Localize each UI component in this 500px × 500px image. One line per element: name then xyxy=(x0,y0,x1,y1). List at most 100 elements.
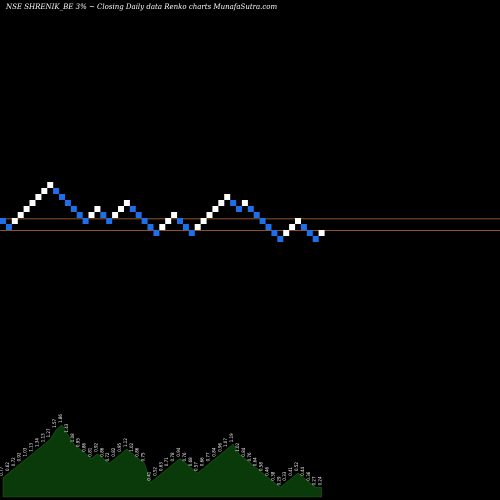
brick-up xyxy=(289,224,296,230)
volume-label: 0.66 xyxy=(200,457,205,466)
brick-up xyxy=(218,200,225,206)
volume-label: 0.63 xyxy=(158,462,163,471)
volume-label: 0.29 xyxy=(276,476,281,485)
volume-label: 0.57 xyxy=(194,462,199,471)
brick-up xyxy=(194,224,201,230)
brick-down xyxy=(300,224,307,230)
volume-label: 0.92 xyxy=(93,442,98,451)
brick-up xyxy=(224,194,231,200)
volume-label: 1.43 xyxy=(64,423,69,432)
volume-label: 0.62 xyxy=(5,462,10,471)
volume-label: 0.95 xyxy=(117,442,122,451)
volume-label: 0.64 xyxy=(253,457,258,466)
volume-label: 1.02 xyxy=(235,442,240,451)
brick-up xyxy=(295,218,301,224)
volume-label: 0.52 xyxy=(294,462,299,471)
volume-label: 0.68 xyxy=(188,457,193,466)
volume-label: 0.27 xyxy=(312,476,317,485)
volume-label: 0.86 xyxy=(99,447,104,456)
volume-label: 0.76 xyxy=(182,452,187,461)
volume-label: 0.41 xyxy=(288,466,293,475)
brick-up xyxy=(159,224,166,230)
volume-label: 0.71 xyxy=(164,457,169,466)
brick-down xyxy=(76,212,83,218)
brick-up xyxy=(88,212,95,218)
volume-label: 1.07 xyxy=(223,438,228,447)
brick-down xyxy=(100,212,107,218)
brick-down xyxy=(106,218,113,224)
brick-up xyxy=(35,194,42,200)
brick-up xyxy=(17,212,24,218)
volume-label: 0.77 xyxy=(206,452,211,461)
volume-label: 0.84 xyxy=(241,447,246,456)
brick-up xyxy=(41,188,48,194)
volume-label: 0.82 xyxy=(111,447,116,456)
volume-label: 0.78 xyxy=(170,452,175,461)
volume-label: 0.92 xyxy=(17,452,22,461)
volume-panel: 0.770.620.720.921.031.131.341.131.271.57… xyxy=(0,414,323,498)
volume-label: 0.72 xyxy=(11,457,16,466)
volume-label: 1.57 xyxy=(52,418,57,427)
volume-label: 0.38 xyxy=(270,471,275,480)
brick-up xyxy=(11,218,18,224)
volume-label: 0.36 xyxy=(306,471,311,480)
brick-up xyxy=(112,212,119,218)
volume-label: 1.02 xyxy=(129,442,134,451)
volume-label: 0.76 xyxy=(247,452,252,461)
brick-down xyxy=(271,230,278,236)
brick-up xyxy=(165,218,172,224)
volume-label: 1.34 xyxy=(34,438,39,447)
renko-bricks xyxy=(0,182,325,242)
brick-up xyxy=(171,212,178,218)
brick-down xyxy=(182,224,189,230)
brick-down xyxy=(277,236,284,242)
brick-up xyxy=(47,182,54,188)
brick-up xyxy=(94,206,101,212)
volume-label: 0.75 xyxy=(141,452,146,461)
volume-label: 0.77 xyxy=(0,466,4,475)
brick-down xyxy=(188,230,195,236)
brick-down xyxy=(0,218,6,224)
volume-label: 1.19 xyxy=(229,433,234,442)
brick-up xyxy=(241,200,248,206)
brick-down xyxy=(135,212,142,218)
brick-down xyxy=(53,188,60,194)
brick-down xyxy=(259,218,266,224)
volume-label: 0.24 xyxy=(318,476,323,485)
brick-down xyxy=(312,236,319,242)
volume-label: 1.12 xyxy=(123,438,128,447)
volume-area xyxy=(2,424,322,498)
brick-down xyxy=(129,206,136,212)
brick-down xyxy=(147,224,154,230)
volume-label: 0.41 xyxy=(147,471,152,480)
volume-label: 0.44 xyxy=(300,466,305,475)
brick-up xyxy=(283,230,290,236)
volume-label: 0.86 xyxy=(135,447,140,456)
volume-label: 1.03 xyxy=(23,447,28,456)
volume-label: 0.86 xyxy=(82,442,87,451)
brick-down xyxy=(153,230,160,236)
brick-down xyxy=(5,224,12,230)
volume-label: 0.46 xyxy=(265,466,270,475)
volume-label: 1.13 xyxy=(40,433,45,442)
brick-down xyxy=(247,206,254,212)
brick-down xyxy=(64,200,71,206)
volume-label: 0.94 xyxy=(176,447,181,456)
volume-label: 0.96 xyxy=(217,442,222,451)
volume-label: 0.58 xyxy=(259,462,264,471)
brick-down xyxy=(265,224,272,230)
brick-down xyxy=(253,212,260,218)
brick-down xyxy=(141,218,148,224)
volume-label: 1.13 xyxy=(29,442,34,451)
volume-label: 0.95 xyxy=(76,438,81,447)
chart-title: NSE SHRENIK_BE 3% ~ Closing Daily data R… xyxy=(5,3,278,11)
brick-up xyxy=(23,206,30,212)
brick-down xyxy=(82,218,89,224)
brick-down xyxy=(70,206,77,212)
brick-up xyxy=(118,206,124,212)
brick-up xyxy=(29,200,36,206)
brick-down xyxy=(230,200,237,206)
volume-label: 1.86 xyxy=(58,414,63,423)
